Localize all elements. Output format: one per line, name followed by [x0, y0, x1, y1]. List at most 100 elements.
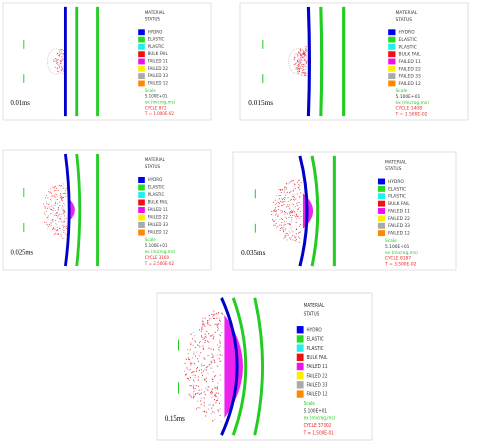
debris: [298, 225, 300, 227]
debris: [50, 205, 52, 207]
debris: [57, 198, 59, 200]
units: ex (microg,ms): [395, 100, 429, 106]
debris: [54, 204, 56, 206]
debris: [295, 228, 297, 230]
debris: [62, 198, 64, 200]
debris: [296, 221, 298, 223]
debris: [192, 371, 194, 373]
debris: [216, 317, 218, 319]
debris: [200, 329, 202, 331]
debris: [200, 330, 202, 332]
debris: [277, 216, 279, 217]
debris: [213, 359, 215, 361]
debris: [283, 204, 285, 206]
scale-label: Scale: [385, 238, 397, 244]
debris: [293, 209, 295, 211]
debris: [64, 226, 66, 228]
debris: [282, 230, 284, 232]
debris: [303, 59, 305, 61]
debris: [200, 392, 202, 394]
debris: [283, 201, 285, 203]
debris: [277, 214, 279, 216]
debris: [217, 365, 219, 367]
debris: [280, 198, 282, 200]
debris: [292, 194, 294, 196]
debris: [280, 228, 282, 230]
debris: [60, 65, 62, 67]
debris: [65, 192, 67, 194]
debris: [202, 321, 204, 323]
debris: [218, 409, 220, 411]
debris: [279, 195, 281, 197]
debris: [221, 313, 223, 315]
debris: [48, 226, 50, 228]
debris: [64, 192, 66, 194]
debris: [197, 376, 199, 378]
debris: [302, 54, 304, 56]
debris: [51, 192, 53, 194]
debris: [64, 232, 66, 234]
debris: [284, 213, 286, 215]
debris: [55, 199, 57, 201]
debris: [298, 213, 300, 215]
debris: [63, 215, 65, 217]
legend-label: FAILED 12: [307, 391, 328, 398]
debris: [58, 214, 60, 216]
debris: [65, 234, 67, 236]
debris: [217, 326, 219, 328]
debris: [302, 52, 304, 54]
panel-frame: [156, 292, 373, 441]
debris: [287, 223, 289, 225]
legend-swatch: [377, 230, 386, 237]
debris: [51, 208, 53, 210]
debris: [59, 54, 60, 56]
debris: [197, 392, 199, 394]
units: ex (microg,ms): [145, 99, 176, 104]
debris: [44, 214, 46, 216]
debris: [59, 60, 61, 62]
debris: [206, 322, 208, 325]
debris: [305, 73, 307, 75]
debris: [279, 219, 281, 221]
debris: [288, 224, 290, 226]
legend-swatch: [138, 177, 145, 183]
debris: [214, 323, 216, 325]
debris: [211, 396, 213, 398]
debris: [204, 333, 206, 335]
debris: [288, 212, 290, 214]
debris: [286, 188, 288, 190]
legend-heading: STATUS: [385, 166, 402, 172]
scale-value: 5.100E+01: [304, 408, 327, 415]
debris: [198, 355, 200, 357]
debris: [214, 418, 216, 421]
debris: [297, 208, 299, 210]
debris: [189, 349, 191, 351]
debris: [56, 63, 58, 65]
legend-swatch: [138, 184, 145, 191]
legend-label: FAILED 22: [388, 216, 410, 222]
debris: [301, 74, 303, 76]
debris: [275, 222, 277, 224]
debris: [197, 366, 198, 369]
debris: [188, 378, 190, 380]
debris: [279, 200, 281, 202]
debris: [289, 204, 291, 206]
debris: [56, 230, 58, 232]
debris: [285, 194, 287, 196]
debris: [297, 54, 299, 56]
debris: [203, 405, 205, 407]
debris: [54, 214, 56, 216]
debris: [300, 66, 302, 68]
debris: [60, 234, 62, 236]
debris: [295, 240, 297, 242]
legend-heading: MATERIAL: [304, 302, 325, 309]
debris: [50, 225, 52, 227]
legend-label: FAILED 33: [148, 73, 169, 78]
debris: [61, 235, 63, 237]
debris: [49, 224, 51, 226]
debris: [208, 404, 210, 406]
debris: [62, 221, 64, 223]
debris: [301, 64, 303, 66]
time-label: 0.035ms: [241, 249, 266, 257]
legend-swatch: [388, 65, 396, 72]
